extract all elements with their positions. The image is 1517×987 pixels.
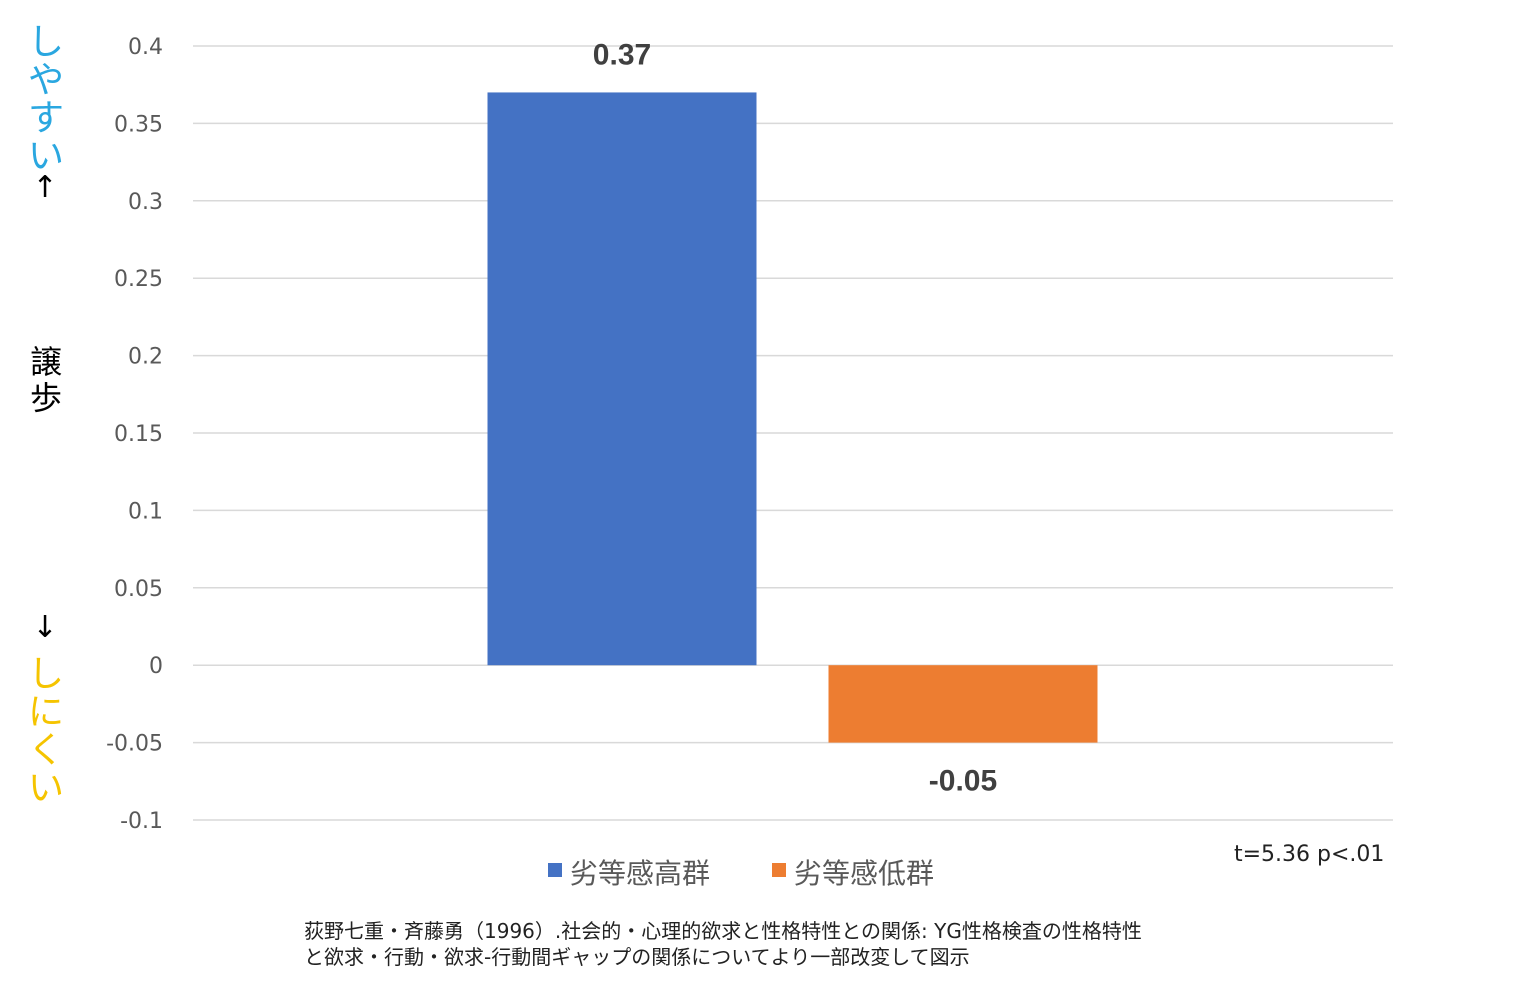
- y-tick-label: 0.1: [128, 499, 163, 524]
- down-arrow-icon: ↓: [32, 610, 58, 645]
- data-label: 0.37: [593, 38, 651, 71]
- y-tick-label: 0.05: [114, 577, 163, 602]
- stats-note: t=5.36 p<.01: [1234, 842, 1385, 867]
- y-tick-label: 0.3: [128, 190, 163, 215]
- y-tick-label: 0.25: [114, 267, 163, 292]
- bar-high-inferiority: [487, 92, 757, 666]
- up-arrow-icon: ↑: [32, 170, 58, 205]
- legend-swatch: [772, 863, 786, 877]
- y-tick-label: 0.35: [114, 112, 163, 137]
- y-tick-label: 0: [149, 654, 163, 679]
- y-tick-label: -0.1: [120, 809, 163, 834]
- citation: 荻野七重・斉藤勇（1996）.社会的・心理的欲求と性格特性との関係: YG性格検…: [304, 918, 1264, 970]
- legend: 劣等感高群 劣等感低群: [548, 857, 934, 890]
- citation-line-2: と欲求・行動・欲求-行動間ギャップの関係についてより一部改変して図示: [304, 945, 970, 969]
- bars: [487, 92, 1098, 743]
- lower-direction-label: しにくい: [28, 654, 65, 809]
- legend-label: 劣等感低群: [794, 857, 934, 890]
- y-tick-label: 0.15: [114, 422, 163, 447]
- y-tick-label: 0.2: [128, 345, 163, 370]
- y-axis-ticks: 0.4 0.35 0.3 0.25 0.2 0.15 0.1 0.05 0 -0.05 -0.1: [106, 35, 163, 834]
- y-tick-label: -0.05: [106, 732, 163, 757]
- y-tick-label: 0.4: [128, 35, 163, 60]
- bar-low-inferiority: [828, 665, 1098, 743]
- data-label: -0.05: [929, 765, 997, 798]
- y-axis-label: 譲歩: [29, 343, 62, 417]
- gridlines: [193, 45, 1393, 821]
- citation-line-1: 荻野七重・斉藤勇（1996）.社会的・心理的欲求と性格特性との関係: YG性格検…: [304, 919, 1142, 943]
- legend-label: 劣等感高群: [570, 857, 710, 890]
- upper-direction-label: しやすい: [28, 22, 65, 177]
- data-labels: 0.37 -0.05: [593, 38, 997, 797]
- legend-swatch: [548, 863, 562, 877]
